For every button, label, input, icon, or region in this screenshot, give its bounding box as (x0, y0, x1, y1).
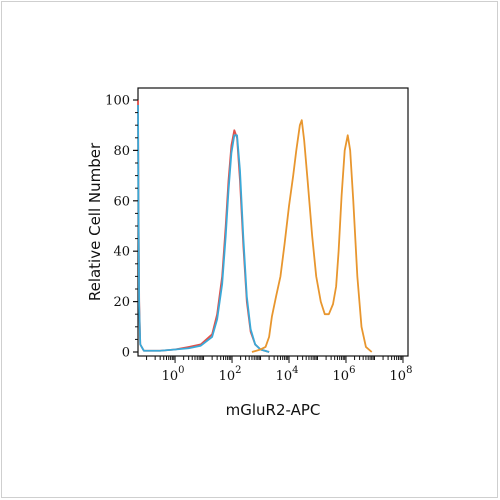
x-tick-label: 108 (390, 365, 413, 384)
y-tick-label: 60 (113, 194, 130, 209)
x-axis: 100 102 104 106 108 (146, 356, 413, 384)
plot-area-border (137, 87, 409, 357)
histogram-line-2 (137, 105, 270, 353)
y-tick-label: 20 (113, 295, 130, 310)
x-tick-label: 100 (162, 365, 185, 384)
series-layer (137, 99, 373, 353)
y-tick-label: 100 (105, 94, 130, 109)
x-tick-label: 104 (276, 365, 299, 384)
x-tick-label: 102 (219, 365, 242, 384)
x-tick-label: 106 (333, 365, 356, 384)
y-axis-title: Relative Cell Number (86, 142, 104, 301)
y-tick-label: 80 (113, 144, 130, 159)
histogram-line-3 (251, 119, 373, 353)
x-axis-title: mGluR2-APC (226, 401, 321, 419)
y-tick-label: 40 (113, 245, 130, 260)
y-tick-label: 0 (122, 346, 130, 361)
y-axis: 0 20 40 60 80 100 (105, 94, 138, 361)
